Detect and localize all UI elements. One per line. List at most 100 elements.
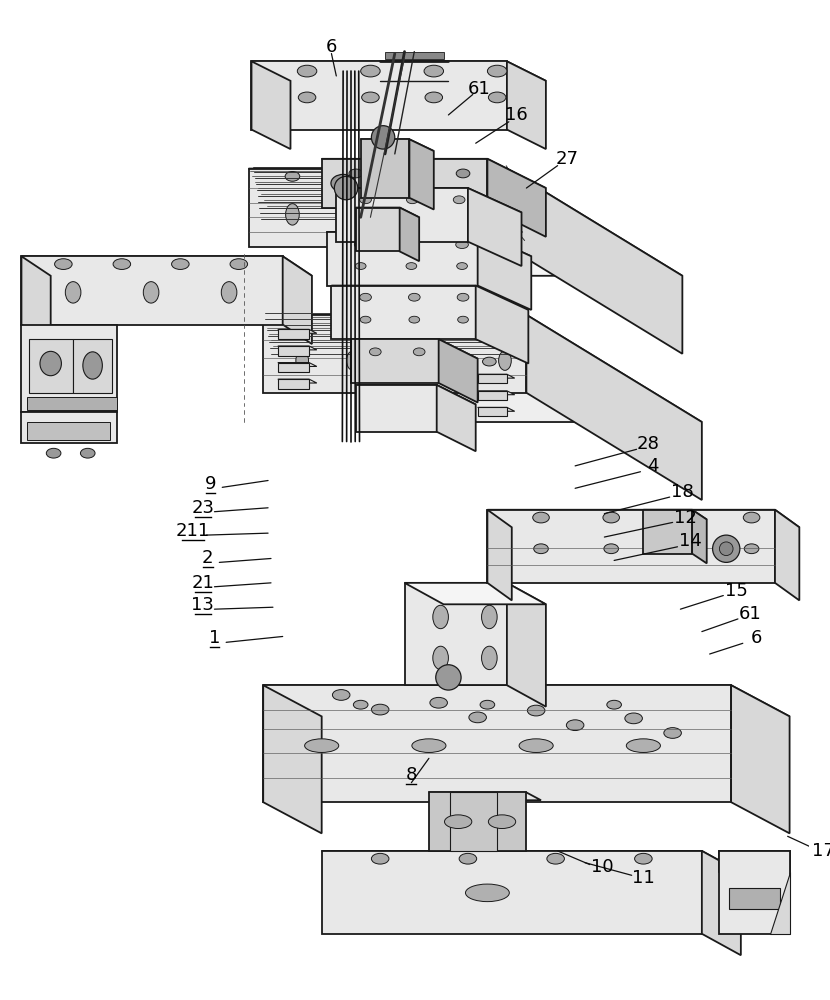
- Polygon shape: [451, 792, 497, 851]
- Polygon shape: [326, 232, 477, 286]
- Ellipse shape: [342, 328, 356, 337]
- Ellipse shape: [336, 204, 350, 225]
- Polygon shape: [477, 374, 515, 378]
- Text: 8: 8: [406, 766, 417, 784]
- Ellipse shape: [519, 739, 554, 752]
- Circle shape: [436, 665, 461, 690]
- Ellipse shape: [432, 646, 448, 670]
- Polygon shape: [351, 339, 477, 359]
- Polygon shape: [507, 61, 546, 149]
- Ellipse shape: [448, 351, 461, 370]
- Polygon shape: [487, 159, 546, 237]
- Ellipse shape: [432, 605, 448, 629]
- Text: 9: 9: [205, 475, 217, 493]
- Ellipse shape: [481, 646, 497, 670]
- Polygon shape: [278, 379, 317, 383]
- Ellipse shape: [66, 282, 81, 303]
- Ellipse shape: [359, 196, 371, 204]
- Ellipse shape: [286, 171, 300, 181]
- Ellipse shape: [664, 728, 681, 738]
- Polygon shape: [251, 61, 546, 81]
- Polygon shape: [487, 510, 799, 527]
- Ellipse shape: [40, 351, 61, 376]
- Polygon shape: [248, 169, 682, 276]
- Polygon shape: [336, 188, 521, 212]
- Ellipse shape: [298, 92, 316, 103]
- Ellipse shape: [83, 352, 102, 379]
- Ellipse shape: [347, 351, 359, 370]
- Ellipse shape: [480, 700, 495, 709]
- Ellipse shape: [457, 263, 467, 269]
- Polygon shape: [263, 685, 789, 716]
- Polygon shape: [429, 792, 541, 800]
- Polygon shape: [643, 510, 692, 554]
- Ellipse shape: [387, 204, 401, 225]
- Ellipse shape: [487, 65, 507, 77]
- Polygon shape: [477, 374, 507, 383]
- Polygon shape: [477, 391, 507, 400]
- Polygon shape: [248, 169, 507, 247]
- Polygon shape: [263, 315, 702, 422]
- Ellipse shape: [534, 544, 549, 554]
- Polygon shape: [507, 583, 546, 707]
- Polygon shape: [331, 286, 476, 339]
- Circle shape: [720, 542, 733, 556]
- Ellipse shape: [469, 712, 486, 723]
- Ellipse shape: [627, 739, 661, 752]
- Polygon shape: [263, 315, 526, 393]
- Polygon shape: [487, 510, 512, 600]
- Polygon shape: [404, 583, 507, 685]
- Ellipse shape: [407, 196, 418, 204]
- Text: 1: 1: [209, 629, 220, 647]
- Ellipse shape: [453, 196, 465, 204]
- Polygon shape: [322, 851, 741, 872]
- Ellipse shape: [295, 351, 309, 370]
- Ellipse shape: [354, 241, 367, 249]
- Ellipse shape: [403, 169, 416, 178]
- Text: 28: 28: [637, 435, 660, 453]
- Text: 16: 16: [505, 106, 528, 124]
- Ellipse shape: [607, 700, 622, 709]
- Polygon shape: [322, 851, 702, 934]
- Text: 13: 13: [192, 596, 214, 614]
- Ellipse shape: [603, 512, 619, 523]
- Polygon shape: [278, 363, 317, 366]
- Text: 15: 15: [725, 582, 747, 600]
- Ellipse shape: [499, 351, 511, 370]
- Bar: [729, 888, 780, 909]
- Ellipse shape: [457, 293, 469, 301]
- Text: 12: 12: [674, 509, 696, 527]
- Text: 23: 23: [191, 499, 214, 517]
- Ellipse shape: [371, 853, 389, 864]
- Ellipse shape: [81, 448, 95, 458]
- Polygon shape: [526, 315, 702, 500]
- Ellipse shape: [445, 815, 471, 829]
- Ellipse shape: [297, 65, 317, 77]
- Text: 211: 211: [176, 522, 210, 540]
- Ellipse shape: [389, 338, 403, 346]
- Ellipse shape: [360, 316, 371, 323]
- Polygon shape: [251, 61, 507, 130]
- Ellipse shape: [222, 282, 237, 303]
- Circle shape: [371, 126, 395, 149]
- Text: 18: 18: [671, 483, 694, 501]
- Polygon shape: [361, 139, 409, 198]
- Ellipse shape: [230, 259, 247, 269]
- Ellipse shape: [144, 282, 159, 303]
- Text: 2: 2: [202, 549, 213, 567]
- Polygon shape: [22, 256, 312, 276]
- Circle shape: [334, 176, 358, 200]
- Polygon shape: [409, 139, 434, 210]
- Ellipse shape: [355, 263, 366, 269]
- Ellipse shape: [547, 853, 564, 864]
- Polygon shape: [22, 325, 117, 412]
- Ellipse shape: [635, 853, 652, 864]
- Ellipse shape: [409, 316, 420, 323]
- Ellipse shape: [354, 700, 368, 709]
- Polygon shape: [437, 385, 476, 451]
- Ellipse shape: [331, 174, 355, 192]
- Text: 27: 27: [556, 150, 579, 168]
- Polygon shape: [22, 412, 117, 443]
- Ellipse shape: [456, 241, 468, 249]
- Polygon shape: [278, 329, 317, 333]
